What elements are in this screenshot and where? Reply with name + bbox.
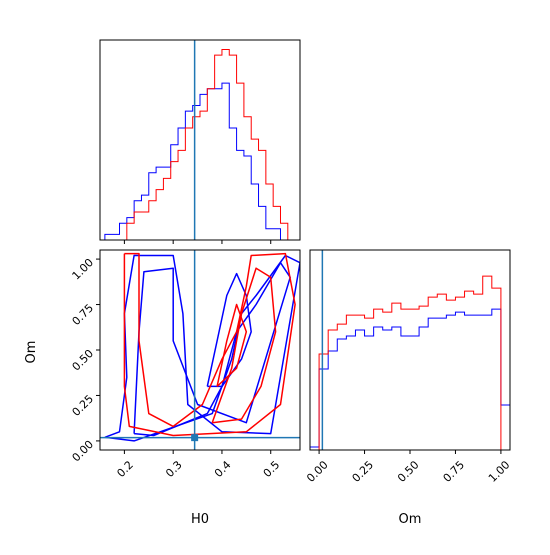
h0-histogram-panel bbox=[99, 39, 301, 244]
x-axis-label-om: Om bbox=[399, 512, 422, 527]
joint-ytick-label-1: 0.25 bbox=[70, 392, 97, 419]
truth-marker bbox=[191, 434, 199, 442]
joint-ytick-label-2: 0.50 bbox=[70, 347, 97, 374]
contour-series-1-level-2 bbox=[216, 303, 248, 387]
joint-xtick-label-1: 0.3 bbox=[163, 458, 185, 480]
om-xtick-label-0: 0.00 bbox=[304, 458, 331, 485]
joint-xtick-label-3: 0.5 bbox=[261, 458, 283, 480]
joint-ytick-label-4: 1.00 bbox=[70, 256, 97, 283]
joint-contour-panel: 0.2 0.3 0.4 0.5 0.00 0.25 0.50 0.75 1.00 H0 Om bbox=[24, 249, 301, 527]
joint-xtick-label-0: 0.2 bbox=[114, 458, 136, 480]
y-axis-label-om: Om bbox=[24, 341, 39, 364]
om-histogram-series-0 bbox=[309, 308, 511, 450]
joint-xtick-label-2: 0.4 bbox=[212, 458, 234, 480]
contour-series-1-level-0 bbox=[123, 252, 296, 437]
h0-histogram-frame bbox=[99, 39, 301, 241]
joint-ytick-label-3: 0.75 bbox=[70, 301, 97, 328]
om-xtick-label-4: 1.00 bbox=[486, 458, 513, 485]
om-xtick-label-2: 0.50 bbox=[395, 458, 422, 485]
contour-series-0-level-1 bbox=[133, 261, 291, 437]
joint-ytick-label-0: 0.00 bbox=[70, 438, 97, 465]
om-xtick-label-1: 0.25 bbox=[350, 458, 377, 485]
om-histogram-panel: 0.00 0.25 0.50 0.75 1.00 Om bbox=[304, 249, 513, 527]
h0-histogram-series-0 bbox=[104, 82, 288, 241]
h0-histogram-series-1 bbox=[104, 49, 289, 241]
om-histogram-series-1 bbox=[310, 275, 510, 451]
om-histogram-frame bbox=[309, 249, 511, 451]
contour-series-1-level-1 bbox=[211, 267, 277, 424]
om-xtick-label-3: 0.75 bbox=[441, 458, 468, 485]
x-axis-label-h0: H0 bbox=[191, 512, 209, 527]
